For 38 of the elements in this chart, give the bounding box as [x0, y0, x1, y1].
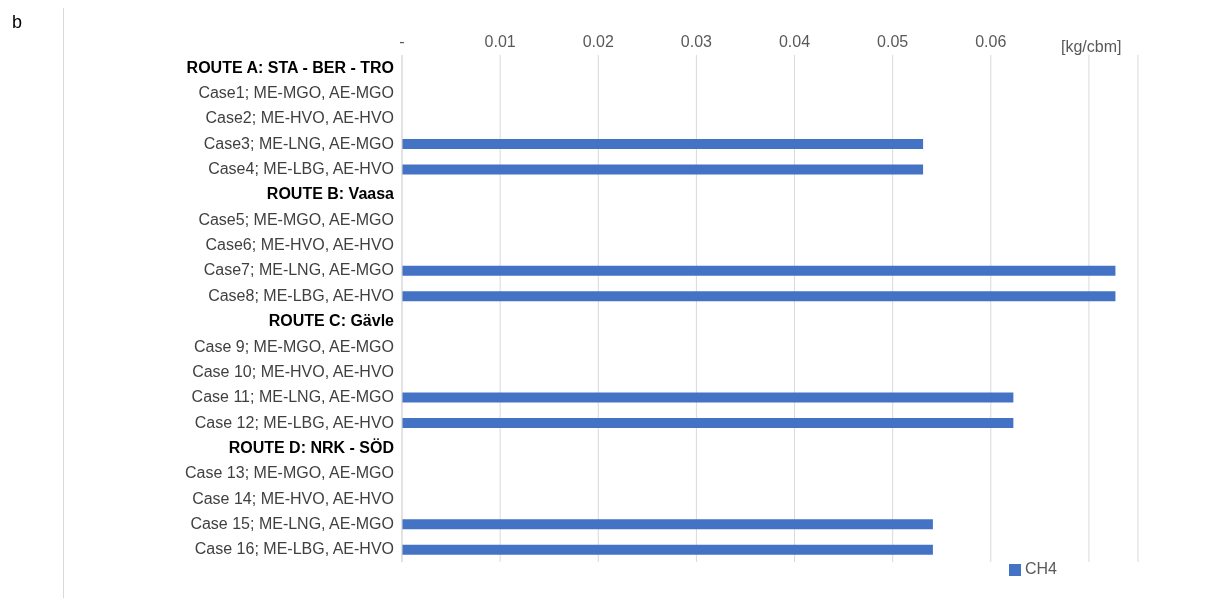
x-tick-label: 0.04	[778, 33, 811, 50]
x-tick-label: -	[399, 33, 405, 50]
bar	[402, 417, 1014, 428]
y-tick-label: Case 13; ME-MGO, AE-MGO	[185, 464, 394, 482]
y-tick-label: Case1; ME-MGO, AE-MGO	[198, 84, 394, 102]
y-tick-label: ROUTE C: Gävle	[268, 312, 395, 330]
y-tick-label: Case 10; ME-HVO, AE-HVO	[192, 362, 394, 380]
bar	[402, 265, 1116, 276]
x-tick-label: 0.01	[484, 33, 516, 50]
y-tick-label: Case8; ME-LBG, AE-HVO	[208, 286, 394, 304]
bar	[402, 291, 1116, 302]
bar	[402, 139, 924, 150]
x-tick-label: 0.05	[877, 33, 909, 50]
y-tick-label: Case 9; ME-MGO, AE-MGO	[193, 337, 394, 355]
x-tick-label: 0.03	[680, 33, 713, 50]
bar	[402, 392, 1014, 403]
y-tick-label: Case 16; ME-LBG, AE-HVO	[194, 540, 394, 558]
y-tick-label: Case 12; ME-LBG, AE-HVO	[194, 413, 394, 431]
y-tick-label: Case 14; ME-HVO, AE-HVO	[192, 489, 394, 507]
x-tick-label: 0.06	[975, 33, 1007, 50]
y-tick-label: ROUTE B: Vaasa	[266, 185, 395, 203]
y-tick-label: Case2; ME-HVO, AE-HVO	[205, 109, 394, 127]
y-tick-label: Case 11; ME-LNG, AE-MGO	[191, 388, 394, 406]
y-tick-label: Case6; ME-HVO, AE-HVO	[205, 236, 394, 254]
bar	[402, 519, 933, 530]
bar	[402, 544, 933, 555]
legend-label: CH4	[1024, 560, 1057, 577]
y-tick-label: Case3; ME-LNG, AE-MGO	[203, 134, 394, 152]
text: b	[12, 12, 23, 33]
y-tick-label: ROUTE D: NRK - SÖD	[228, 437, 394, 456]
y-tick-label: Case5; ME-MGO, AE-MGO	[198, 210, 394, 228]
y-tick-label: Case4; ME-LBG, AE-HVO	[208, 160, 394, 178]
y-tick-label: Case 15; ME-LNG, AE-MGO	[190, 514, 394, 532]
y-tick-label: Case7; ME-LNG, AE-MGO	[203, 261, 394, 279]
x-tick-label: 0.02	[582, 33, 614, 50]
x-axis-title: [kg/cbm]	[1061, 38, 1122, 56]
y-tick-label: ROUTE A: STA - BER - TRO	[186, 58, 394, 76]
bar	[402, 164, 924, 175]
